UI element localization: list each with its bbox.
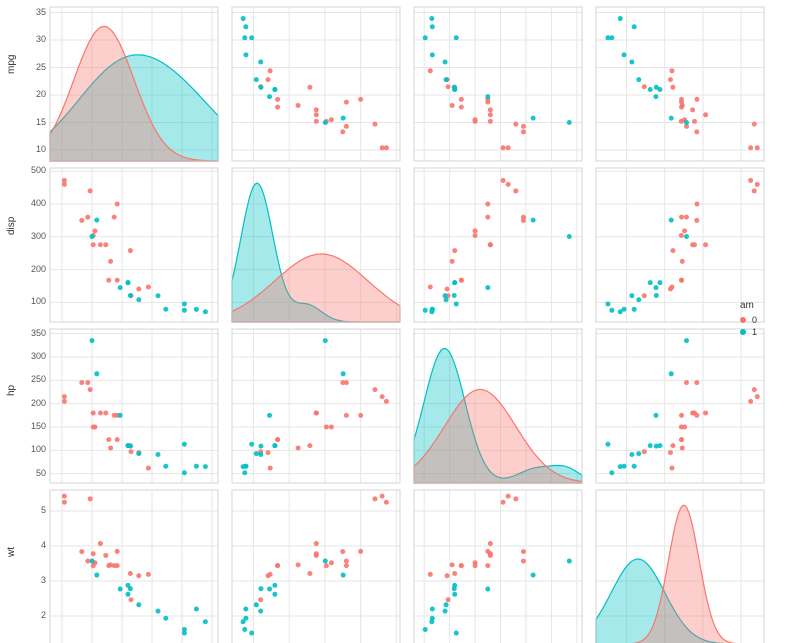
legend-label: 0 [752, 315, 757, 325]
ytick: 2 [22, 610, 46, 620]
ytick: 15 [22, 117, 46, 127]
ytick: 300 [22, 231, 46, 241]
ytick: 50 [22, 468, 46, 478]
ytick: 350 [22, 328, 46, 338]
legend-item-0: 0 [740, 315, 757, 325]
ytick: 5 [22, 505, 46, 515]
pairs-plot: mpgdisphpwt 1015202530351002003004005005… [0, 0, 791, 643]
ytick: 200 [22, 264, 46, 274]
legend: am 0 1 [740, 300, 757, 339]
row-label-mpg: mpg [6, 54, 17, 74]
ytick: 100 [22, 444, 46, 454]
ytick: 100 [22, 296, 46, 306]
ytick: 35 [22, 7, 46, 17]
ytick: 500 [22, 165, 46, 175]
plot-canvas [0, 0, 791, 643]
ytick: 300 [22, 351, 46, 361]
legend-item-1: 1 [740, 327, 757, 337]
ytick: 250 [22, 374, 46, 384]
ytick: 10 [22, 144, 46, 154]
legend-dot-icon [740, 329, 746, 335]
ytick: 25 [22, 62, 46, 72]
row-label-wt: wt [6, 537, 17, 557]
legend-dot-icon [740, 317, 746, 323]
ytick: 4 [22, 540, 46, 550]
ytick: 20 [22, 89, 46, 99]
ytick: 150 [22, 421, 46, 431]
legend-label: 1 [752, 327, 757, 337]
row-label-hp: hp [6, 376, 17, 396]
ytick: 3 [22, 575, 46, 585]
ytick: 200 [22, 398, 46, 408]
ytick: 30 [22, 34, 46, 44]
ytick: 400 [22, 198, 46, 208]
legend-title: am [740, 300, 757, 311]
row-label-disp: disp [6, 215, 17, 235]
